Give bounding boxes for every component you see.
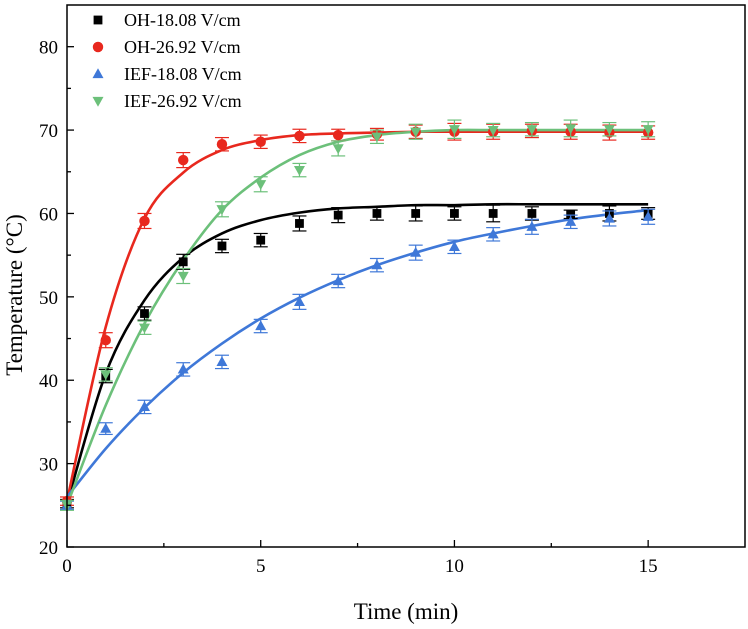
- data-point: [371, 259, 383, 270]
- data-point: [255, 180, 267, 191]
- legend: OH-18.08 V/cm OH-26.92 V/cm IEF-18.08 V/cm…: [92, 10, 242, 111]
- x-tick-label: 0: [62, 556, 72, 577]
- data-point: [293, 296, 305, 306]
- legend-label: IEF-18.08 V/cm: [124, 64, 242, 84]
- y-tick-label: 50: [39, 288, 58, 309]
- data-point: [603, 125, 615, 136]
- fit-curve-1: [65, 130, 649, 502]
- data-point: [100, 334, 111, 346]
- data-point: [642, 211, 654, 221]
- data-point: [332, 275, 344, 286]
- fit-curve-3: [65, 128, 649, 506]
- y-tick-label: 60: [39, 204, 58, 225]
- legend-marker: [92, 41, 104, 53]
- data-point: [293, 165, 305, 176]
- data-point: [448, 241, 460, 251]
- y-tick-label: 30: [39, 455, 58, 476]
- data-point: [565, 216, 577, 226]
- data-point: [100, 370, 112, 381]
- data-point: [527, 209, 537, 218]
- data-point: [487, 228, 499, 239]
- data-point: [526, 221, 538, 231]
- data-point: [410, 246, 422, 257]
- data-point: [255, 136, 266, 147]
- legend-entry-2: IEF-18.08 V/cm: [92, 64, 242, 84]
- data-point: [448, 125, 460, 136]
- data-point: [295, 219, 304, 228]
- data-point: [333, 210, 343, 220]
- data-point: [216, 356, 228, 367]
- data-point: [411, 209, 421, 218]
- x-axis-title: Time (min): [354, 599, 459, 624]
- data-point: [526, 125, 538, 136]
- legend-entry-0: OH-18.08 V/cm: [93, 10, 241, 30]
- series-0: [60, 204, 656, 509]
- data-point: [177, 271, 189, 282]
- data-point: [138, 401, 150, 412]
- data-point: [642, 125, 654, 136]
- data-point: [372, 209, 382, 218]
- data-point: [256, 235, 266, 245]
- legend-marker: [92, 96, 104, 107]
- data-point: [139, 215, 150, 227]
- data-point: [565, 124, 577, 135]
- legend-label: OH-26.92 V/cm: [124, 37, 241, 57]
- data-point: [100, 422, 112, 433]
- plot-frame: [66, 4, 746, 548]
- data-point: [138, 323, 150, 334]
- data-point: [410, 127, 422, 138]
- data-point: [177, 363, 189, 374]
- data-point: [487, 125, 499, 136]
- data-point: [450, 209, 459, 218]
- legend-entry-3: IEF-26.92 V/cm: [92, 91, 242, 111]
- x-tick-label: 10: [445, 556, 464, 577]
- legend-marker: [92, 68, 104, 79]
- data-point: [371, 132, 383, 143]
- data-point: [332, 129, 344, 141]
- series-3: [60, 119, 656, 512]
- data-point: [217, 241, 227, 251]
- fit-curve-2: [65, 208, 649, 498]
- y-tick-label: 70: [39, 121, 58, 142]
- data-point: [216, 205, 228, 216]
- legend-label: OH-18.08 V/cm: [124, 10, 241, 30]
- data-point: [294, 130, 305, 142]
- data-point: [216, 139, 228, 150]
- y-axis-title: Temperature (°C): [2, 214, 27, 375]
- x-tick-label: 5: [256, 556, 266, 577]
- axes: 0 5 10 15 20 30 40 50 60 70 80: [39, 4, 746, 577]
- y-tick-label: 20: [39, 538, 58, 559]
- legend-marker: [93, 15, 103, 25]
- x-tick-label: 15: [639, 556, 658, 577]
- y-tick-label: 80: [39, 38, 58, 59]
- legend-entry-1: OH-26.92 V/cm: [92, 37, 241, 57]
- data-point: [178, 257, 188, 267]
- data-point: [488, 209, 498, 218]
- data-point: [140, 309, 149, 318]
- data-point: [566, 209, 576, 219]
- data-point: [255, 320, 267, 331]
- legend-label: IEF-26.92 V/cm: [124, 91, 242, 111]
- data-point: [603, 212, 615, 223]
- fit-curve-0: [65, 202, 649, 505]
- plot-area: [60, 119, 656, 512]
- series-2: [60, 208, 656, 511]
- data-point: [332, 144, 344, 155]
- y-tick-label: 40: [39, 371, 58, 392]
- data-point: [178, 154, 189, 166]
